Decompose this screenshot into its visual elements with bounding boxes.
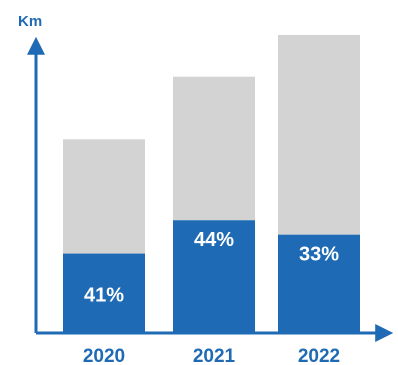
x-tick-2022: 2022 [298,346,340,365]
y-axis-label: Km [18,13,42,30]
data-label-2021: 44% [194,229,234,251]
bar-remainder-2020 [63,139,145,254]
data-label-2020: 41% [84,285,124,307]
bar-remainder-2021 [173,76,255,221]
bar-share-2022 [278,234,360,333]
bar-remainder-2022 [278,35,360,235]
data-label-2022: 33% [299,244,339,266]
bars-group: 41% 2020 44% 2021 33% 2022 [63,35,360,365]
bar-share-2021 [173,220,255,333]
bar-share-2020 [63,253,145,333]
x-tick-2021: 2021 [193,346,236,365]
x-tick-2020: 2020 [83,346,125,365]
